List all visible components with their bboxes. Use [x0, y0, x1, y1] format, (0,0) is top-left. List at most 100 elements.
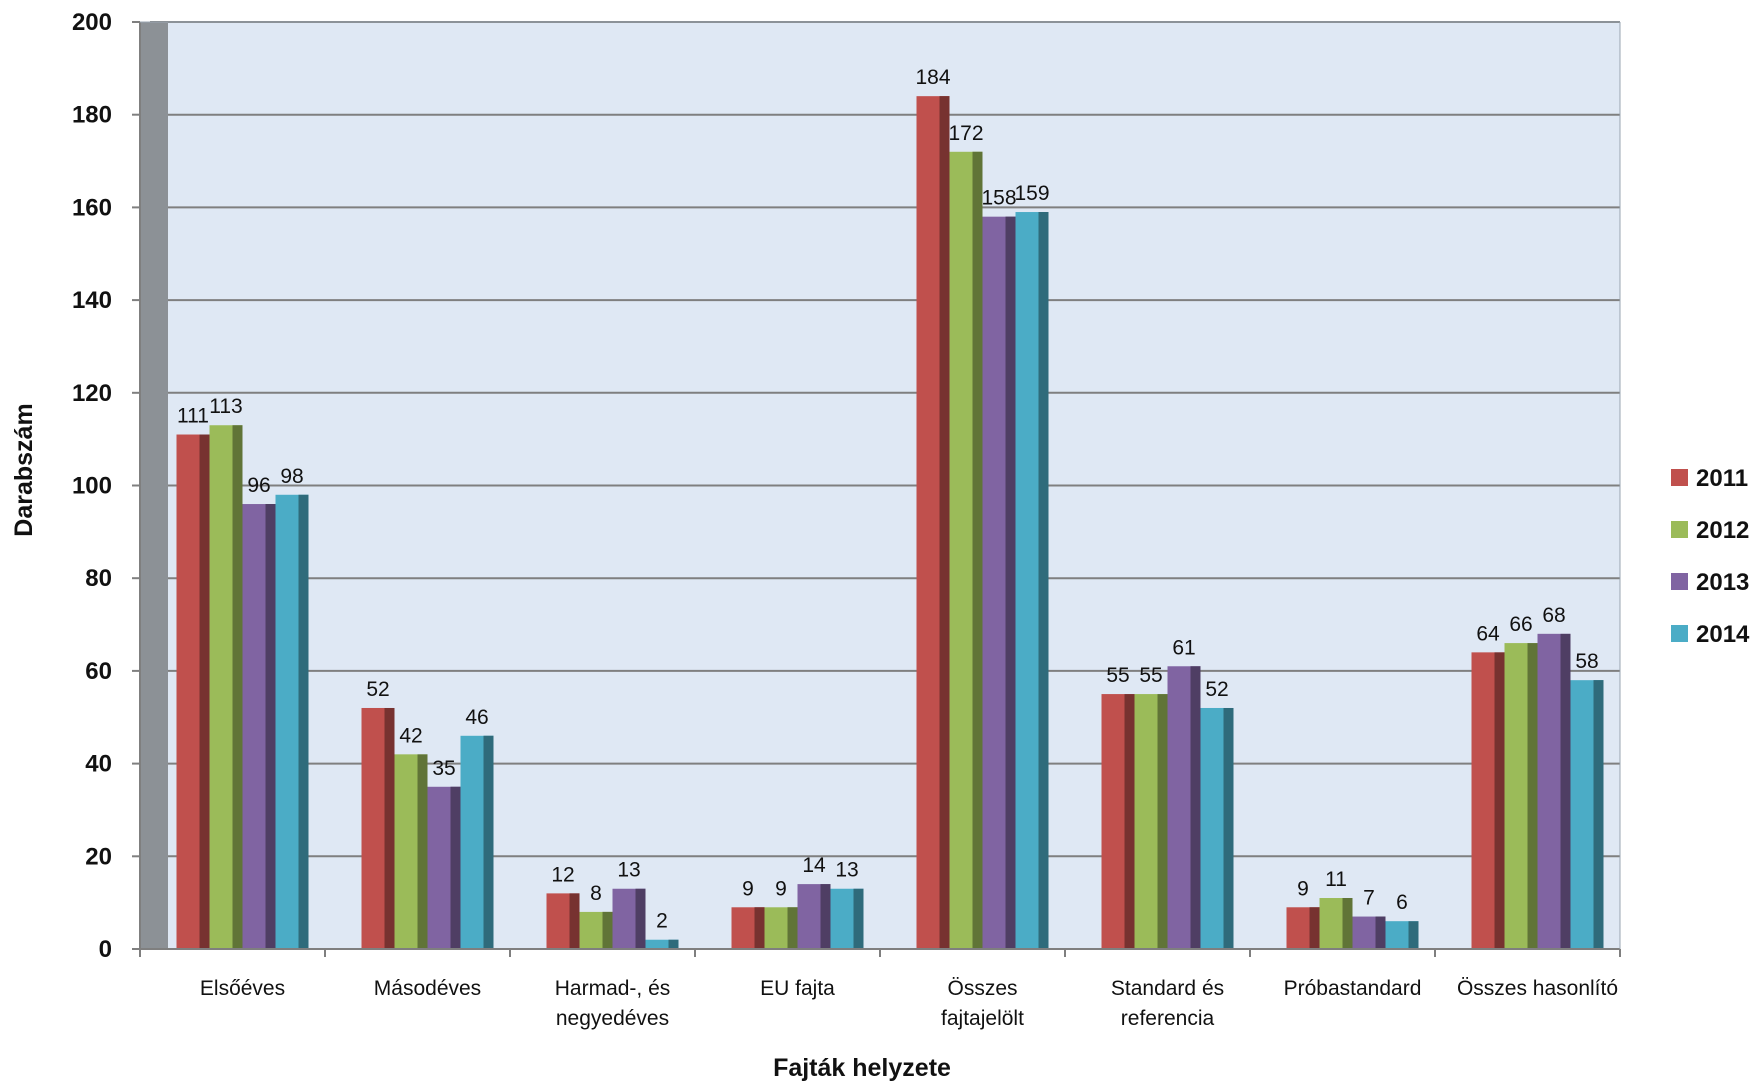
data-label: 113 [209, 395, 242, 418]
legend-swatch-2012 [1671, 521, 1688, 538]
y-tick-label: 120 [72, 380, 112, 407]
category-label: Próbastandard [1284, 977, 1422, 1000]
data-label: 6 [1396, 891, 1408, 914]
data-label: 46 [465, 706, 488, 729]
data-label: 9 [775, 877, 787, 900]
bar-side-2013 [1560, 633, 1571, 949]
data-label: 42 [399, 724, 422, 747]
bar-side-2012 [1342, 898, 1353, 949]
bar-side-2013 [1005, 216, 1016, 950]
data-label: 52 [366, 678, 389, 701]
bars [176, 96, 1604, 950]
data-label: 14 [802, 854, 826, 877]
y-tick-label: 80 [85, 565, 112, 592]
data-label: 158 [981, 187, 1016, 210]
category-label: Elsőéves [200, 977, 285, 1000]
data-label: 7 [1363, 887, 1375, 910]
y-tick-label: 100 [72, 473, 112, 500]
bar-side-2011 [569, 893, 580, 949]
category-label: Harmad-, és [555, 977, 671, 1000]
data-label: 61 [1172, 636, 1195, 659]
category-label: Összes hasonlító [1457, 977, 1618, 1000]
x-axis-title: Fajták helyzete [773, 1054, 951, 1082]
category-label: referencia [1121, 1007, 1215, 1030]
legend-swatch-2013 [1671, 573, 1688, 590]
bar-side-2011 [1309, 907, 1320, 949]
data-label: 8 [590, 882, 602, 905]
bar-side-2012 [417, 754, 428, 949]
bar-side-2012 [1157, 694, 1168, 949]
bar-2014 [645, 939, 679, 949]
data-label: 13 [835, 859, 858, 882]
bar-side-2013 [820, 884, 831, 949]
bar-side-2014 [298, 494, 309, 949]
bar-side-2013 [450, 786, 461, 949]
legend-label-2012: 2012 [1696, 517, 1749, 544]
bar-side-2012 [602, 911, 613, 949]
category-label: Másodéves [374, 977, 481, 1000]
y-tick-label: 140 [72, 287, 112, 314]
bar-side-2014 [1223, 707, 1234, 949]
bar-side-2013 [1375, 916, 1386, 949]
bar-side-2012 [787, 907, 798, 949]
data-label: 111 [177, 405, 209, 428]
bar-side-2011 [1124, 694, 1135, 949]
bar-side-2011 [754, 907, 765, 949]
bar-side-2014 [1593, 680, 1604, 949]
data-label: 13 [617, 859, 640, 882]
y-tick-label: 60 [85, 658, 112, 685]
legend-label-2014: 2014 [1696, 621, 1750, 648]
bar-side-2014 [483, 735, 494, 949]
category-label: fajtajelölt [941, 1007, 1024, 1030]
data-label: 64 [1476, 622, 1500, 645]
legend: 2011 2012 2013 2014 [1671, 465, 1750, 648]
data-label: 98 [280, 465, 303, 488]
category-label: Standard és [1111, 977, 1224, 1000]
side-wall [140, 22, 168, 949]
bar-side-2013 [1190, 666, 1201, 949]
bar-side-2014 [1038, 212, 1049, 949]
data-label: 9 [742, 877, 754, 900]
bar-side-2012 [232, 425, 243, 949]
axes: 0 20 40 60 80 100 120 140 160 180 200 Elsőéves Másod… [72, 9, 1621, 1030]
y-tick-label: 0 [99, 936, 112, 963]
bar-side-2013 [635, 888, 646, 949]
bar-side-2011 [1494, 652, 1505, 949]
y-tick-label: 160 [72, 194, 112, 221]
bar-side-2014 [853, 888, 864, 949]
legend-swatch-2011 [1671, 469, 1688, 486]
legend-label-2011: 2011 [1696, 465, 1748, 492]
legend-label-2013: 2013 [1696, 569, 1749, 596]
y-axis-title: Darabszám [10, 403, 38, 536]
data-label: 96 [247, 474, 270, 497]
bar-side-2011 [939, 96, 950, 949]
data-label: 159 [1014, 182, 1049, 205]
data-label: 58 [1575, 650, 1598, 673]
data-label: 55 [1139, 664, 1162, 687]
data-label: 9 [1297, 877, 1309, 900]
data-label: 68 [1542, 604, 1565, 627]
data-label: 66 [1509, 613, 1532, 636]
category-label: negyedéves [556, 1007, 669, 1030]
bar-side-2014 [1408, 921, 1419, 949]
category-label: Összes [947, 977, 1017, 1000]
bar-side-2013 [265, 504, 276, 949]
data-label: 2 [656, 910, 668, 933]
bar-side-2011 [384, 707, 395, 949]
data-label: 184 [915, 66, 950, 89]
y-tick-label: 20 [85, 843, 112, 870]
legend-swatch-2014 [1671, 625, 1688, 642]
data-label: 52 [1205, 678, 1228, 701]
bar-side-2012 [1527, 643, 1538, 949]
data-label: 35 [432, 757, 455, 780]
y-tick-label: 40 [85, 751, 112, 778]
bar-side-2014 [668, 939, 679, 949]
category-label: EU fajta [760, 977, 835, 1000]
y-tick-label: 180 [72, 102, 112, 129]
bar-side-2012 [972, 151, 983, 949]
y-tick-label: 200 [72, 9, 112, 36]
data-label: 55 [1106, 664, 1129, 687]
data-label: 11 [1325, 868, 1347, 891]
